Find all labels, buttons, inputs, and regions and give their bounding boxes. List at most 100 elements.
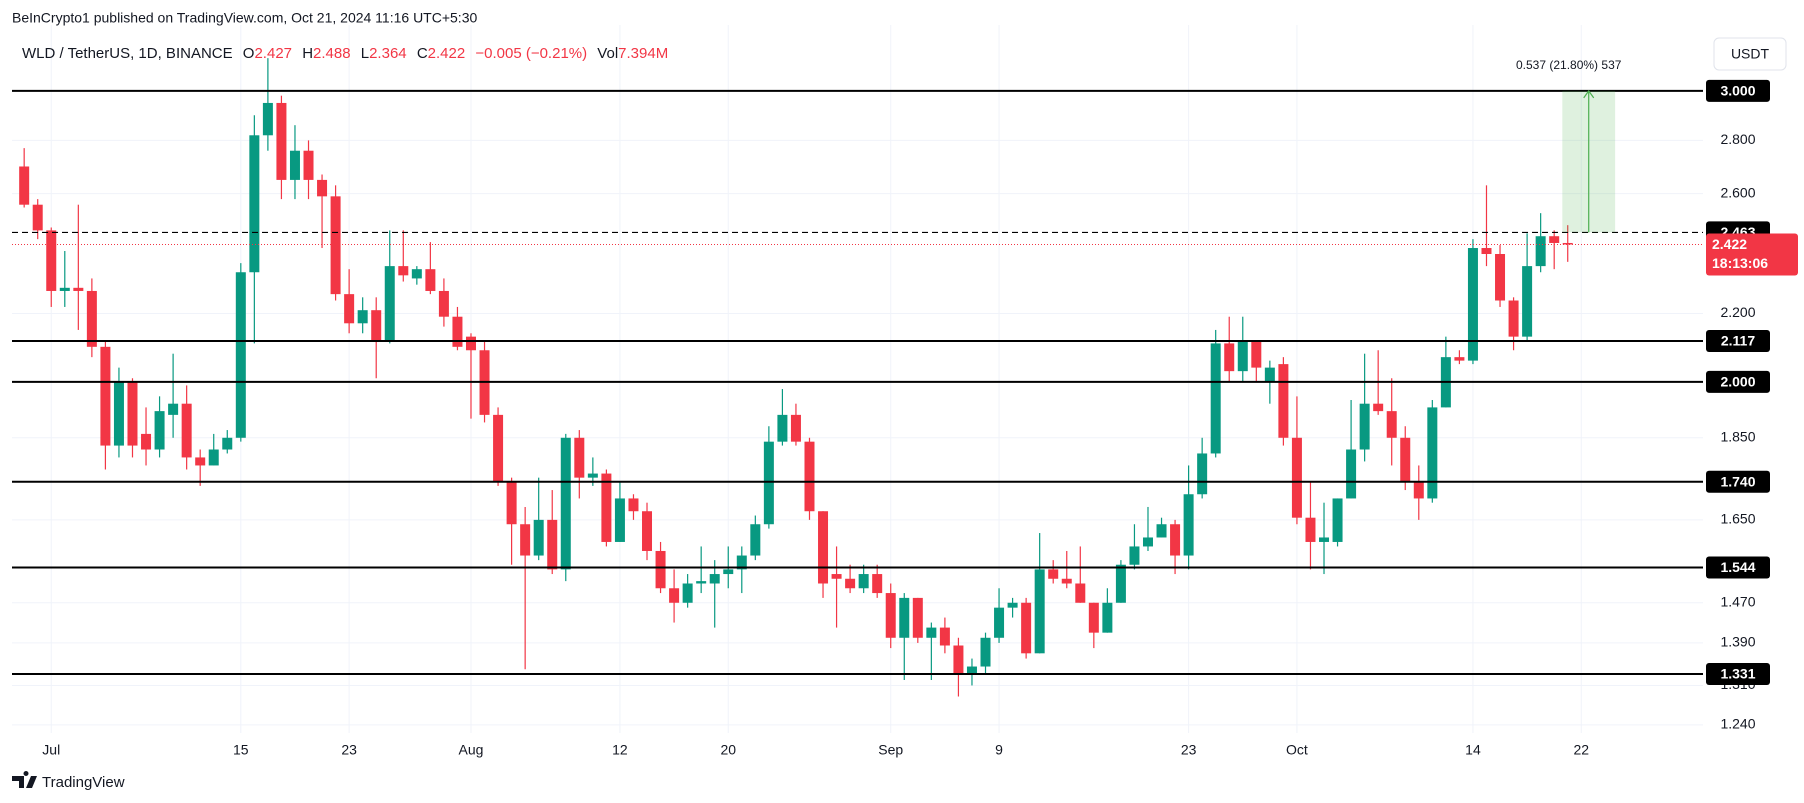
candle-body: [438, 290, 449, 317]
candle-body: [763, 441, 774, 525]
candle-body: [100, 346, 111, 446]
candle-body: [1237, 340, 1248, 372]
candle-body: [669, 588, 680, 603]
volume-value: 7.394M: [618, 45, 668, 62]
candle-body: [195, 457, 206, 466]
y-tick-label: 2.200: [1720, 304, 1755, 320]
candle-body: [1427, 407, 1438, 499]
candle-body: [777, 414, 788, 442]
level-label: 1.544: [1720, 559, 1755, 575]
candle-body: [330, 196, 341, 295]
x-tick-label: Jul: [42, 742, 60, 758]
currency-button[interactable]: [1713, 37, 1787, 71]
candle-body: [249, 135, 260, 273]
candle-body: [1251, 340, 1262, 368]
currency-label[interactable]: USDT: [1731, 46, 1770, 62]
candle-body: [1264, 367, 1275, 382]
level-label-box: [1706, 330, 1770, 353]
low-label: L: [361, 45, 369, 62]
candle-body: [452, 316, 463, 347]
candle-body: [736, 555, 747, 570]
y-tick-label: 1.390: [1720, 634, 1755, 650]
x-tick-label: Aug: [459, 742, 484, 758]
y-tick-label: 1.650: [1720, 511, 1755, 527]
last-price-box: [1706, 233, 1798, 276]
candle-body: [1034, 569, 1045, 654]
candle-body: [493, 414, 504, 482]
x-tick-label: Oct: [1286, 742, 1308, 758]
candle-body: [601, 473, 612, 542]
candle-body: [1129, 546, 1140, 565]
candle-body: [1481, 248, 1492, 255]
measure-label: 0.537 (21.80%) 537: [1516, 58, 1622, 72]
candle-body: [1291, 437, 1302, 518]
candle-body: [1386, 411, 1397, 438]
candle-body: [168, 403, 179, 415]
candle-body: [384, 266, 395, 341]
candle-body: [262, 102, 273, 136]
high-value: 2.488: [313, 45, 351, 62]
y-tick-label: 2.600: [1720, 184, 1755, 200]
overlay-layer: 0.537 (21.80%) 537: [12, 58, 1703, 676]
candle-body: [32, 204, 43, 231]
candle-body: [19, 166, 30, 205]
candle-body: [208, 449, 219, 466]
candle-body: [899, 597, 910, 638]
candle-body: [317, 179, 328, 197]
level-label: 1.740: [1720, 473, 1755, 489]
symbol-legend: WLD / TetherUS, 1D, BINANCE O2.427 H2.48…: [22, 45, 668, 62]
candle-body: [1088, 602, 1099, 633]
open-value: 2.427: [254, 45, 292, 62]
candle-body: [520, 524, 531, 556]
logo-text: TradingView: [42, 774, 125, 791]
candle-body: [303, 150, 314, 180]
level-label: 1.331: [1720, 666, 1755, 682]
candle-layer: [19, 58, 1573, 697]
level-label: 2.000: [1720, 374, 1755, 390]
candle-body: [709, 574, 720, 584]
candle-body: [885, 593, 896, 638]
level-label-box: [1706, 556, 1770, 579]
candle-body: [86, 290, 97, 347]
candle-body: [1562, 242, 1573, 245]
candle-body: [113, 381, 124, 446]
x-tick-label: 23: [341, 742, 357, 758]
candle-body: [939, 627, 950, 646]
x-tick-label: 12: [612, 742, 628, 758]
candle-body: [398, 266, 409, 276]
candle-body: [289, 150, 300, 180]
level-label-box: [1706, 470, 1770, 493]
candle-body: [1102, 602, 1113, 633]
candle-body: [411, 269, 422, 279]
candle-body: [966, 666, 977, 675]
candle-body: [953, 645, 964, 675]
candle-body: [73, 287, 84, 291]
high-label: H: [302, 45, 313, 62]
candle-body: [1007, 602, 1018, 608]
candle-body: [235, 272, 246, 438]
candle-body: [1183, 494, 1194, 556]
candle-body: [980, 637, 991, 667]
candle-body: [1454, 357, 1465, 361]
candle-body: [425, 269, 436, 291]
x-tick-label: 14: [1465, 742, 1481, 758]
last-price-label: 2.422: [1712, 236, 1747, 252]
candle-body: [1522, 266, 1533, 337]
candle-body: [804, 441, 815, 512]
candle-body: [1535, 236, 1546, 267]
level-label: 3.000: [1720, 83, 1755, 99]
close-value: 2.422: [428, 45, 466, 62]
candle-body: [1495, 254, 1506, 301]
open-label: O: [243, 45, 255, 62]
candle-body: [59, 287, 70, 291]
candle-body: [371, 310, 382, 341]
candle-body: [533, 519, 544, 556]
candle-body: [818, 511, 829, 584]
candle-body: [642, 511, 653, 551]
candle-body: [1224, 343, 1235, 372]
x-tick-label: 22: [1573, 742, 1589, 758]
candle-body: [912, 597, 923, 638]
candle-body: [1400, 437, 1411, 482]
candle-body: [696, 581, 707, 584]
